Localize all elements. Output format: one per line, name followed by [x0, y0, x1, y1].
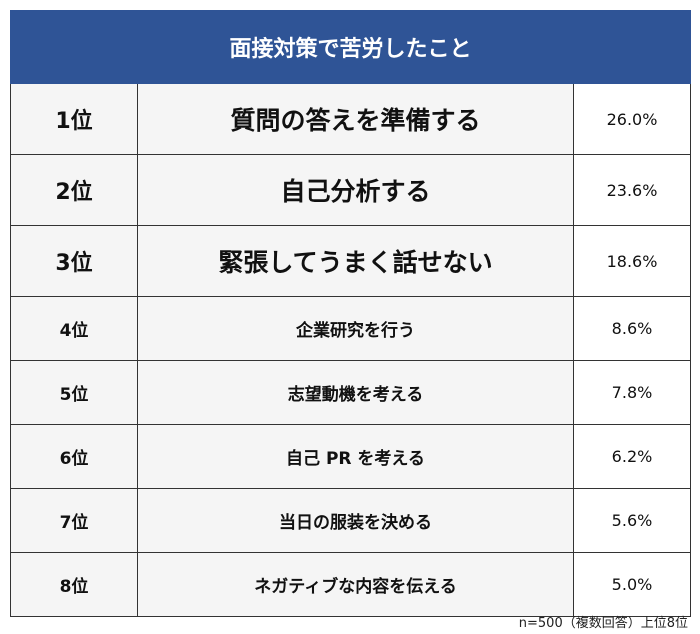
item-cell: 緊張してうまく話せない [137, 225, 574, 297]
item-cell: 質問の答えを準備する [137, 83, 574, 155]
rank-cell: 8位 [10, 552, 138, 617]
item-cell: 自己 PR を考える [137, 424, 574, 489]
rank-cell: 5位 [10, 360, 138, 425]
table-row: 4位 企業研究を行う 8.6% [10, 296, 691, 361]
rank-cell: 3位 [10, 225, 138, 297]
rank-cell: 6位 [10, 424, 138, 489]
item-cell: ネガティブな内容を伝える [137, 552, 574, 617]
rank-cell: 4位 [10, 296, 138, 361]
pct-cell: 18.6% [573, 225, 691, 297]
pct-cell: 26.0% [573, 83, 691, 155]
table-row: 7位 当日の服装を決める 5.6% [10, 488, 691, 553]
item-cell: 志望動機を考える [137, 360, 574, 425]
table-row: 2位 自己分析する 23.6% [10, 154, 691, 226]
table-row: 8位 ネガティブな内容を伝える 5.0% [10, 552, 691, 617]
item-cell: 自己分析する [137, 154, 574, 226]
pct-cell: 6.2% [573, 424, 691, 489]
footnote: n=500（複数回答）上位8位 [518, 616, 688, 631]
table-title: 面接対策で苦労したこと [10, 10, 691, 84]
header-row: 面接対策で苦労したこと [10, 10, 691, 84]
pct-cell: 8.6% [573, 296, 691, 361]
ranking-table: 面接対策で苦労したこと 1位 質問の答えを準備する 26.0% 2位 自己分析する 23.… [10, 10, 691, 617]
rank-cell: 7位 [10, 488, 138, 553]
item-cell: 企業研究を行う [137, 296, 574, 361]
pct-cell: 23.6% [573, 154, 691, 226]
pct-cell: 5.6% [573, 488, 691, 553]
pct-cell: 5.0% [573, 552, 691, 617]
table-row: 3位 緊張してうまく話せない 18.6% [10, 225, 691, 297]
table-body: 1位 質問の答えを準備する 26.0% 2位 自己分析する 23.6% 3位 緊張してうまく話… [10, 83, 691, 617]
rank-cell: 1位 [10, 83, 138, 155]
pct-cell: 7.8% [573, 360, 691, 425]
table-row: 5位 志望動機を考える 7.8% [10, 360, 691, 425]
item-cell: 当日の服装を決める [137, 488, 574, 553]
rank-cell: 2位 [10, 154, 138, 226]
table-row: 1位 質問の答えを準備する 26.0% [10, 83, 691, 155]
table-row: 6位 自己 PR を考える 6.2% [10, 424, 691, 489]
